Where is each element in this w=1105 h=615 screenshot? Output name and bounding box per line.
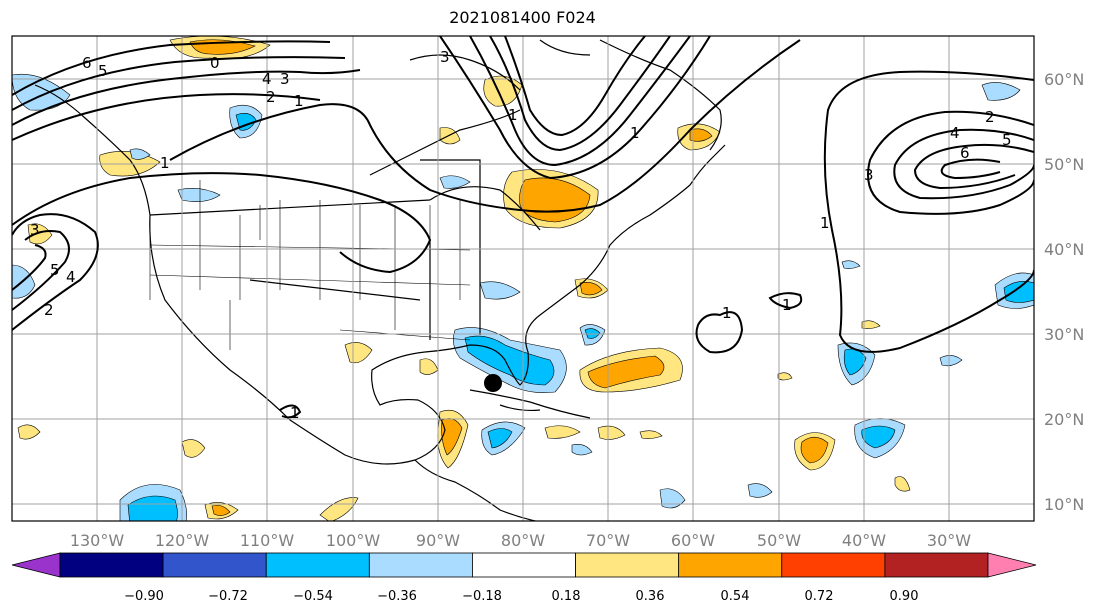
contour-label: 3 [440, 48, 450, 66]
lon-tick-label: 50°W [757, 531, 801, 550]
lat-tick-label: 30°N [1044, 325, 1084, 344]
contour-label: 2 [985, 108, 995, 126]
contour-label: 3 [864, 166, 874, 184]
colorbar-segment [59, 552, 164, 578]
contour-label: 1 [722, 304, 732, 322]
contour-label: 3 [30, 221, 40, 239]
contour-label: 1 [160, 154, 170, 172]
colorbar-segment [575, 552, 680, 578]
lon-tick-label: 30°W [927, 531, 971, 550]
location-marker [484, 374, 502, 392]
lat-tick-label: 40°N [1044, 240, 1084, 259]
colorbar-tick-label: −0.36 [377, 589, 417, 604]
lon-tick-label: 110°W [240, 531, 295, 550]
colorbar-tick-label: −0.54 [293, 589, 333, 604]
contour-label: 4 [66, 268, 76, 286]
colorbar-segment [884, 552, 989, 578]
lon-tick-label: 60°W [671, 531, 715, 550]
colorbar-segment [265, 552, 370, 578]
colorbar-extend-high [987, 552, 1037, 578]
colorbar-tick-label: 0.36 [636, 589, 665, 604]
contour-label: 0 [210, 54, 220, 72]
map-frame [11, 35, 1035, 522]
contour-label: 2 [44, 301, 54, 319]
shaded-anomalies [12, 36, 1034, 521]
lon-tick-label: 90°W [416, 531, 460, 550]
colorbar-tick-labels: −0.90 −0.72 −0.54 −0.36 −0.18 0.18 0.36 … [124, 589, 918, 604]
contour-label: 2 [266, 88, 276, 106]
contour-label: 1 [290, 404, 300, 422]
colorbar-tick-label: −0.72 [208, 589, 248, 604]
lon-tick-label: 70°W [586, 531, 630, 550]
colorbar-tick-label: 0.90 [890, 589, 919, 604]
contour-label: 1 [820, 214, 830, 232]
contour-labels: 6 5 0 4 3 2 1 1 1 1 3 5 4 2 1 2 4 5 6 3 … [30, 48, 1012, 422]
colorbar-segment [472, 552, 576, 578]
lon-tick-label: 80°W [501, 531, 545, 550]
latitude-labels: 10°N 20°N 30°N 40°N 50°N 60°N [1044, 70, 1084, 514]
map-title: 2021081400 F024 [449, 8, 596, 27]
colorbar-tick-label: 0.72 [805, 589, 834, 604]
colorbar-segment [781, 552, 886, 578]
contour-label: 5 [1002, 131, 1012, 149]
colorbar-tick-label: −0.18 [462, 589, 502, 604]
colorbar-extend-low [11, 552, 61, 578]
lat-tick-label: 60°N [1044, 70, 1084, 89]
contour-label: 6 [82, 54, 92, 72]
graticule [12, 36, 1034, 521]
lat-tick-label: 50°N [1044, 155, 1084, 174]
colorbar-segment [368, 552, 473, 578]
lon-tick-label: 130°W [70, 531, 125, 550]
contour-label: 5 [50, 261, 60, 279]
contour-label: 1 [630, 124, 640, 142]
contour-label: 1 [782, 296, 792, 314]
contour-label: 1 [294, 92, 304, 110]
contour-label: 3 [280, 70, 290, 88]
colorbar-tick-label: 0.54 [721, 589, 750, 604]
longitude-labels: 130°W 120°W 110°W 100°W 90°W 80°W 70°W 6… [70, 531, 971, 550]
colorbar-segment [678, 552, 783, 578]
contour-label: 4 [950, 124, 960, 142]
lat-tick-label: 20°N [1044, 410, 1084, 429]
lon-tick-label: 120°W [155, 531, 210, 550]
contour-label: 1 [508, 106, 518, 124]
lon-tick-label: 100°W [326, 531, 381, 550]
colorbar-segment [162, 552, 267, 578]
lat-tick-label: 10°N [1044, 495, 1084, 514]
colorbar-tick-label: −0.90 [124, 589, 164, 604]
colorbar [11, 552, 1037, 578]
contour-label: 5 [98, 62, 108, 80]
colorbar-tick-label: 0.18 [552, 589, 581, 604]
lon-tick-label: 40°W [842, 531, 886, 550]
contours [12, 36, 1034, 419]
contour-label: 6 [960, 144, 970, 162]
contour-label: 4 [262, 70, 272, 88]
